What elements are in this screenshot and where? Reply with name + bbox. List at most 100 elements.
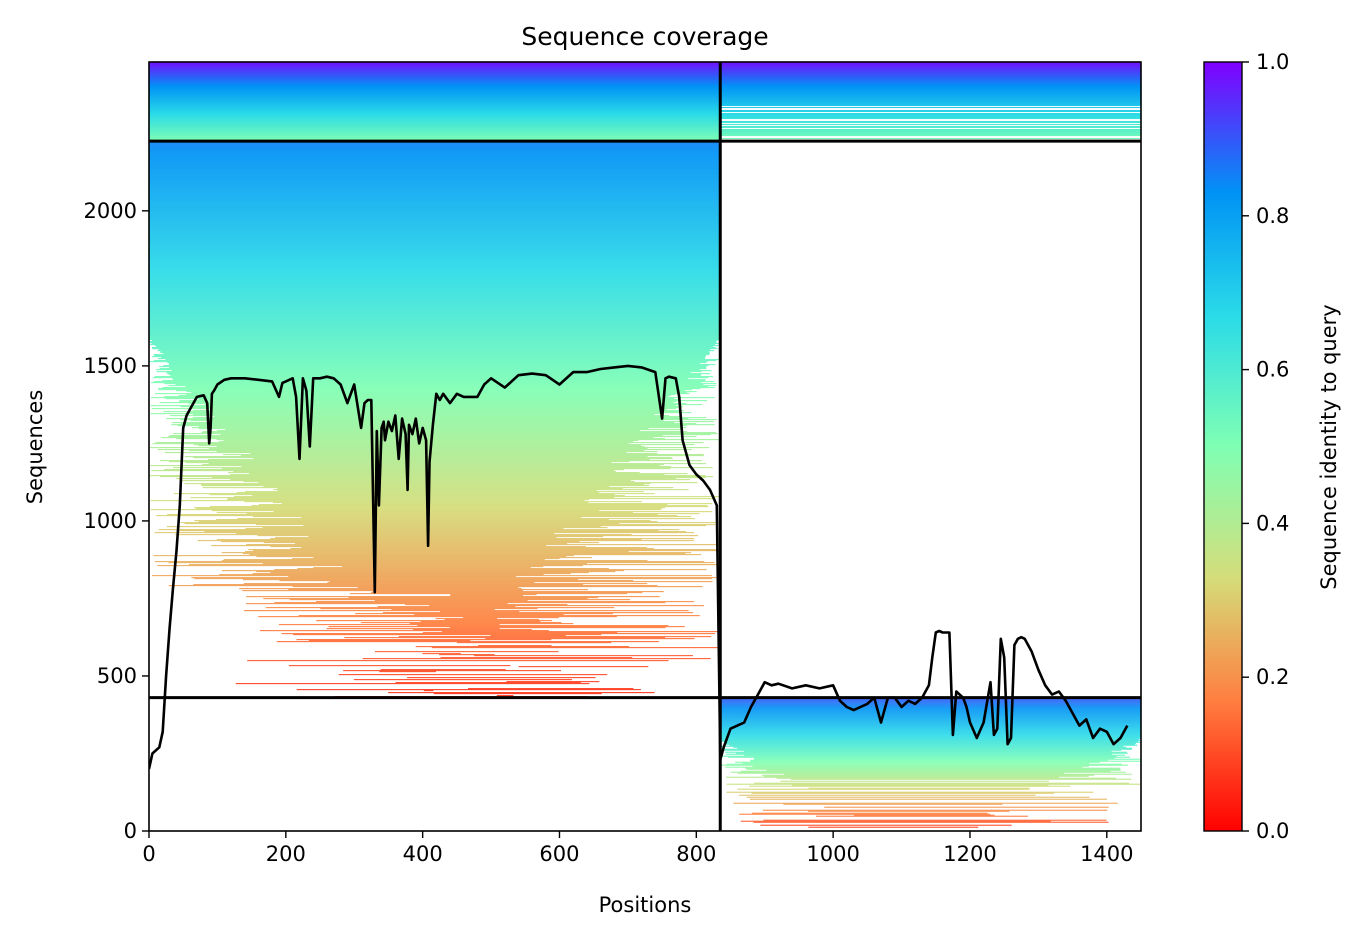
heatmap-row (149, 97, 721, 99)
heatmap-row (149, 103, 721, 105)
heatmap-row (746, 796, 1090, 798)
heatmap-row (763, 819, 1107, 821)
heatmap-row (149, 253, 721, 255)
heatmap-row (149, 228, 721, 230)
heatmap-row (720, 93, 1141, 95)
heatmap-row (159, 366, 707, 368)
heatmap-row (256, 524, 716, 526)
heatmap-row (720, 735, 1141, 737)
heatmap-row (279, 580, 634, 582)
heatmap-row (149, 222, 721, 224)
heatmap-row (290, 548, 654, 550)
heatmap-row (149, 293, 721, 295)
heatmap-row (257, 535, 699, 537)
heatmap-row (149, 266, 721, 268)
heatmap-row (355, 613, 613, 615)
heatmap-row (754, 757, 1115, 759)
heatmap-row (184, 523, 620, 525)
heatmap-row (185, 386, 709, 388)
heatmap-row (211, 409, 667, 411)
heatmap-row (149, 210, 721, 212)
heatmap-row (391, 609, 495, 611)
heatmap-row (149, 335, 721, 337)
heatmap-row (149, 83, 721, 85)
heatmap-row (149, 219, 721, 221)
heatmap-row (149, 299, 721, 301)
heatmap-row (150, 500, 585, 502)
heatmap-row (450, 594, 537, 596)
heatmap-block (149, 62, 721, 142)
heatmap-row (720, 126, 1141, 128)
heatmap-row (149, 144, 721, 146)
heatmap-row (149, 309, 721, 311)
heatmap-row (720, 729, 1141, 731)
heatmap-row (343, 670, 561, 672)
heatmap-row (361, 622, 562, 624)
heatmap-row (313, 567, 531, 569)
heatmap-row (152, 347, 716, 349)
heatmap-row (149, 104, 721, 106)
heatmap-row (496, 695, 514, 697)
heatmap-row (219, 574, 544, 576)
heatmap-row (720, 66, 1141, 68)
heatmap-row (149, 212, 721, 214)
heatmap-row (152, 575, 712, 577)
heatmap-row (296, 639, 552, 641)
heatmap-row (149, 162, 721, 164)
heatmap-row (149, 291, 721, 293)
heatmap-row (258, 482, 698, 484)
heatmap-row (456, 642, 612, 644)
heatmap-row (353, 679, 572, 681)
heatmap-row (265, 607, 615, 609)
heatmap-row (149, 110, 721, 112)
heatmap-row (308, 536, 604, 538)
heatmap-row (168, 385, 716, 387)
heatmap-row (720, 86, 1141, 88)
heatmap-row (149, 79, 721, 81)
heatmap-row (720, 102, 1141, 104)
heatmap-row (754, 758, 1140, 760)
heatmap-row (194, 578, 713, 580)
heatmap-row (149, 92, 721, 94)
heatmap-row (149, 278, 721, 280)
heatmap-row (149, 138, 721, 140)
colorbar-label: Sequence identity to query (1317, 304, 1341, 589)
heatmap-row (720, 82, 1141, 84)
heatmap-row (184, 483, 651, 485)
heatmap-row (720, 710, 1141, 712)
heatmap-row (720, 711, 1141, 713)
heatmap-row (192, 427, 687, 429)
heatmap-row (192, 417, 707, 419)
heatmap-row (166, 418, 689, 420)
heatmap-row (149, 330, 721, 332)
heatmap-row (149, 152, 721, 154)
heatmap-row (473, 655, 693, 657)
heatmap-row (243, 579, 579, 581)
heatmap-row (720, 101, 1141, 103)
heatmap-row (338, 674, 608, 676)
heatmap-row (308, 640, 471, 642)
heatmap-row (162, 387, 715, 389)
heatmap-row (149, 239, 721, 241)
heatmap-row (320, 608, 538, 610)
heatmap-row (149, 195, 721, 197)
heatmap-row (167, 373, 711, 375)
heatmap-row (720, 725, 1141, 727)
heatmap-row (149, 230, 721, 232)
heatmap-row (149, 262, 721, 264)
heatmap-row (149, 108, 721, 110)
heatmap-row (753, 821, 1109, 823)
heatmap-row (720, 91, 1141, 93)
heatmap-row (186, 394, 676, 396)
heatmap-row (149, 211, 721, 213)
heatmap-row (242, 590, 524, 592)
coverage-line (149, 364, 1129, 770)
heatmap-row (720, 720, 1141, 722)
heatmap-row (188, 564, 720, 566)
heatmap-row (149, 84, 721, 86)
heatmap-row (245, 491, 644, 493)
heatmap-row (417, 625, 669, 627)
heatmap-row (149, 304, 721, 306)
heatmap-row (220, 434, 711, 436)
